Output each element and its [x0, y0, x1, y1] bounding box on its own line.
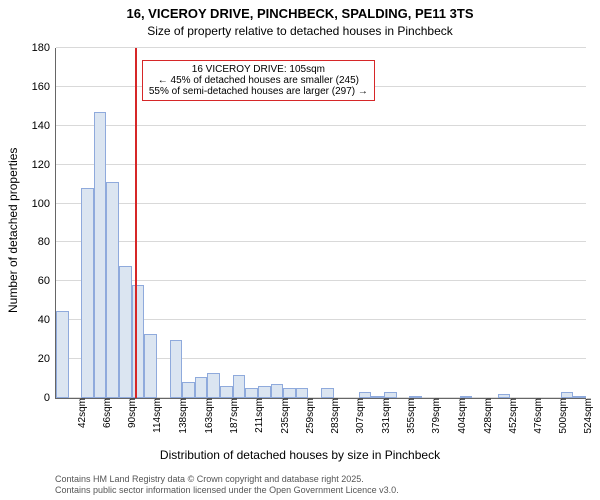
xtick-label: 90sqm	[123, 398, 138, 428]
histogram-bar	[132, 285, 145, 398]
histogram-bar	[94, 112, 107, 398]
xtick-label: 428sqm	[479, 398, 494, 434]
xtick-label: 500sqm	[554, 398, 569, 434]
ytick-label: 40	[38, 314, 56, 326]
histogram-bar	[207, 373, 220, 398]
annotation-line1: 16 VICEROY DRIVE: 105sqm	[149, 64, 368, 75]
ytick-label: 160	[32, 81, 56, 93]
histogram-bar	[283, 388, 296, 398]
annotation-line2: ← 45% of detached houses are smaller (24…	[149, 75, 368, 86]
marker-annotation: 16 VICEROY DRIVE: 105sqm ← 45% of detach…	[142, 60, 375, 101]
xtick-label: 355sqm	[402, 398, 417, 434]
y-axis-label: Number of detached properties	[6, 148, 20, 313]
xtick-label: 235sqm	[276, 398, 291, 434]
histogram-bar	[271, 384, 284, 398]
xtick-label: 114sqm	[148, 398, 163, 433]
ytick-label: 120	[32, 159, 56, 171]
xtick-label: 211sqm	[250, 398, 265, 433]
histogram-bar	[296, 388, 309, 398]
xtick-label: 524sqm	[579, 398, 594, 434]
xtick-label: 307sqm	[351, 398, 366, 434]
marker-line	[135, 48, 137, 398]
footer: Contains HM Land Registry data © Crown c…	[55, 474, 399, 496]
xtick-label: 404sqm	[453, 398, 468, 434]
xtick-label: 259sqm	[301, 398, 316, 434]
ytick-label: 20	[38, 353, 56, 365]
xtick-label: 163sqm	[200, 398, 215, 434]
histogram-bar	[144, 334, 157, 398]
xtick-label: 379sqm	[427, 398, 442, 434]
histogram-bar	[56, 311, 69, 399]
histogram-bar	[220, 386, 233, 398]
histogram-bar	[81, 188, 94, 398]
histogram-bar	[106, 182, 119, 398]
ytick-label: 0	[44, 392, 56, 404]
histogram-bar	[321, 388, 334, 398]
footer-line1: Contains HM Land Registry data © Crown c…	[55, 474, 399, 485]
xtick-label: 187sqm	[225, 398, 240, 434]
histogram-bar	[233, 375, 246, 398]
xtick-label: 283sqm	[326, 398, 341, 434]
xtick-label: 42sqm	[73, 398, 88, 428]
footer-line2: Contains public sector information licen…	[55, 485, 399, 496]
ytick-label: 180	[32, 42, 56, 54]
xtick-label: 138sqm	[174, 398, 189, 434]
xtick-label: 476sqm	[529, 398, 544, 434]
ytick-label: 100	[32, 198, 56, 210]
ytick-label: 60	[38, 275, 56, 287]
ytick-label: 140	[32, 120, 56, 132]
x-axis-label: Distribution of detached houses by size …	[0, 448, 600, 462]
histogram-bar	[258, 386, 271, 398]
chart-subtitle: Size of property relative to detached ho…	[0, 24, 600, 38]
histogram-bar	[119, 266, 132, 398]
annotation-line3: 55% of semi-detached houses are larger (…	[149, 86, 368, 97]
histogram-bar	[245, 388, 258, 398]
xtick-label: 331sqm	[377, 398, 392, 434]
ytick-label: 80	[38, 236, 56, 248]
histogram-bar	[182, 382, 195, 398]
chart-title: 16, VICEROY DRIVE, PINCHBECK, SPALDING, …	[0, 6, 600, 21]
histogram-bar	[195, 377, 208, 398]
xtick-label: 66sqm	[98, 398, 113, 428]
histogram-bar	[170, 340, 183, 398]
xtick-label: 452sqm	[504, 398, 519, 434]
